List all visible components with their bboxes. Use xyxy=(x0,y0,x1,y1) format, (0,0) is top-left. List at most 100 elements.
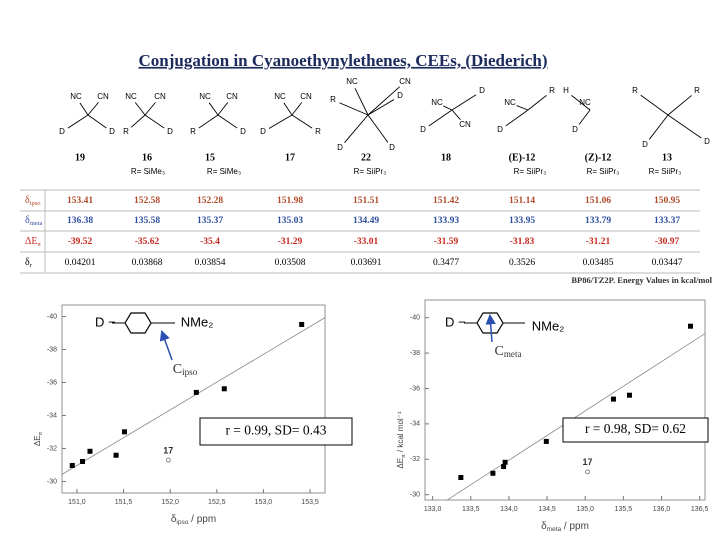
table-cell: 0.03508 xyxy=(275,258,306,268)
atom-label: D xyxy=(167,127,173,136)
atom-label: D xyxy=(397,91,403,100)
table-cell: 151.51 xyxy=(353,196,379,206)
point xyxy=(69,462,75,468)
row-header-symbol: δ xyxy=(25,215,30,226)
title: Conjugation in Cyanoethynylethenes, CEEs… xyxy=(139,51,548,70)
table-cell: 151.06 xyxy=(585,196,611,206)
y-axis-label-rest: / kcal mol⁻¹ xyxy=(396,411,405,454)
y-tick-label: -38 xyxy=(47,346,57,353)
point xyxy=(490,470,496,476)
point xyxy=(502,459,508,465)
x-tick-label: 134,5 xyxy=(538,506,556,513)
atom-label: D xyxy=(497,125,503,134)
bond xyxy=(367,86,401,116)
r-group: R= SiMe₃ xyxy=(131,167,165,176)
atom-label: CN xyxy=(399,77,411,86)
atom-label: R xyxy=(123,127,129,136)
inset-carbon-sub: meta xyxy=(504,349,522,359)
x-axis-label-symbol: δ xyxy=(171,514,177,525)
x-axis-label: δipso / ppm xyxy=(171,514,216,526)
atom-label: NC xyxy=(274,92,286,101)
row-header-sub: meta xyxy=(30,220,43,227)
atom-label: CN xyxy=(154,92,166,101)
bond xyxy=(451,109,461,121)
bond xyxy=(367,114,389,143)
inset-group: NMe₂ xyxy=(181,314,214,329)
point xyxy=(458,475,464,481)
x-tick-label: 153,5 xyxy=(301,499,319,506)
x-axis-label-sub: ipso xyxy=(176,519,188,526)
y-axis-label-symbol: ΔE xyxy=(33,435,42,446)
bond xyxy=(428,109,453,127)
bond xyxy=(527,94,547,111)
row-header-symbol: δ xyxy=(25,257,30,268)
y-axis-label-sub: π xyxy=(38,431,44,435)
point xyxy=(87,448,93,454)
point xyxy=(193,389,199,395)
table-cell: 150.95 xyxy=(654,196,680,206)
table-cell: 133.79 xyxy=(585,216,611,226)
bond xyxy=(443,105,453,111)
inset-donor: D − xyxy=(445,314,466,329)
point-label: 17 xyxy=(163,446,173,456)
y-tick-label: -30 xyxy=(47,478,57,485)
table-cell: -30.97 xyxy=(655,237,680,247)
y-tick-label: -40 xyxy=(410,315,420,322)
point xyxy=(610,396,616,402)
y-axis-label-sub: π xyxy=(401,454,407,458)
point xyxy=(121,429,127,435)
atom-label: D xyxy=(642,140,648,149)
x-axis-label-sub: meta xyxy=(547,526,562,533)
point xyxy=(501,464,507,470)
y-tick-label: -40 xyxy=(47,313,57,320)
r-group: R= SiMe₃ xyxy=(207,167,241,176)
bond xyxy=(87,102,99,116)
inset-carbon-symbol: C xyxy=(173,362,182,377)
x-tick-label: 133,0 xyxy=(424,506,442,513)
inset-carbon: Cmeta xyxy=(494,344,521,359)
atom-label: CN xyxy=(97,92,109,101)
plot-frame xyxy=(424,299,706,501)
x-tick-label: 151,5 xyxy=(115,499,133,506)
row-header-sub: ipso xyxy=(30,200,41,207)
compound-label: 15 xyxy=(205,152,215,163)
bond xyxy=(79,102,89,116)
bond xyxy=(516,105,529,111)
compound-label: 19 xyxy=(75,152,85,163)
bond xyxy=(339,102,369,116)
atom-label: R xyxy=(330,95,336,104)
y-tick-label: -34 xyxy=(47,412,57,419)
x-tick-label: 152,5 xyxy=(208,499,226,506)
compound-label: 22 xyxy=(361,152,371,163)
fit-text: r = 0.99, SD= 0.43 xyxy=(225,423,326,438)
table-cell: 152.28 xyxy=(197,196,223,206)
plot-frame xyxy=(61,304,326,494)
y-axis-label-symbol: ΔE xyxy=(396,458,405,469)
bond xyxy=(640,94,669,116)
x-axis-label-rest: / ppm xyxy=(188,514,216,525)
atom-label: D xyxy=(240,127,246,136)
y-tick-label: -30 xyxy=(410,492,420,499)
table-cell: -31.59 xyxy=(434,237,459,247)
atom-label: D xyxy=(479,86,485,95)
bond xyxy=(588,108,591,111)
point-outlier xyxy=(165,457,171,463)
point xyxy=(113,452,119,458)
bond xyxy=(144,114,165,129)
point xyxy=(543,438,549,444)
atom-label: D xyxy=(59,127,65,136)
atom-label: D xyxy=(572,125,578,134)
atom-label: D xyxy=(420,125,426,134)
bond xyxy=(67,114,89,129)
row-header-sub: π xyxy=(38,241,42,248)
r-group: R= SiiPr₃ xyxy=(649,167,682,176)
y-tick-label: -36 xyxy=(410,385,420,392)
atom-label: R xyxy=(694,86,700,95)
bond xyxy=(354,88,369,116)
point-outlier xyxy=(585,469,591,475)
inset-carbon: Cipso xyxy=(173,362,198,377)
table-cell: 0.04201 xyxy=(65,258,96,268)
bond xyxy=(667,95,692,116)
footnote: BP86/TZ2P. Energy Values in kcal/mol xyxy=(571,275,712,285)
